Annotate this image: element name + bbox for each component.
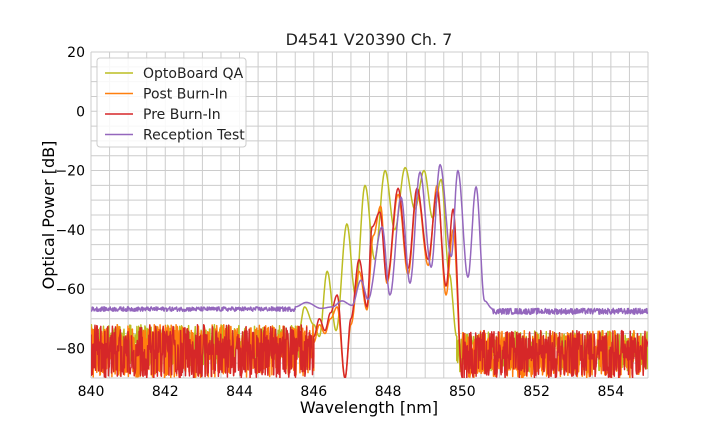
legend-label: Post Burn-In: [143, 87, 228, 103]
y-tick-label: −40: [55, 223, 85, 239]
legend-label: OptoBoard QA: [143, 66, 244, 82]
x-tick-label: 842: [152, 384, 179, 400]
legend: OptoBoard QA Post Burn-In Pre Burn-In Recep…: [96, 57, 247, 148]
x-tick-label: 850: [449, 384, 476, 400]
x-tick-label: 844: [226, 384, 253, 400]
x-tick-label: 846: [300, 384, 327, 400]
tick-labels: 840 842 844 846 848 850 852 854 20 0 −20 −40 −60 −80: [55, 45, 624, 400]
y-tick-label: −80: [55, 341, 85, 357]
x-axis-label: Wavelength [nm]: [300, 398, 438, 417]
legend-label: Reception Test: [143, 128, 245, 144]
x-tick-label: 840: [78, 384, 105, 400]
y-tick-label: −60: [55, 282, 85, 298]
chart-title: D4541 V20390 Ch. 7: [286, 30, 453, 49]
y-tick-label: 0: [76, 104, 85, 120]
y-tick-label: 20: [67, 45, 85, 61]
y-axis-label: Optical Power [dB]: [39, 141, 58, 290]
series-line-pre-burn-in: [91, 187, 648, 378]
series-group: [91, 163, 648, 378]
x-tick-label: 848: [375, 384, 402, 400]
legend-box: [96, 57, 247, 148]
x-tick-label: 854: [597, 384, 624, 400]
series-line-reception-test: [91, 163, 648, 315]
x-tick-label: 852: [523, 384, 550, 400]
legend-label: Pre Burn-In: [143, 107, 221, 123]
y-tick-label: −20: [55, 164, 85, 180]
